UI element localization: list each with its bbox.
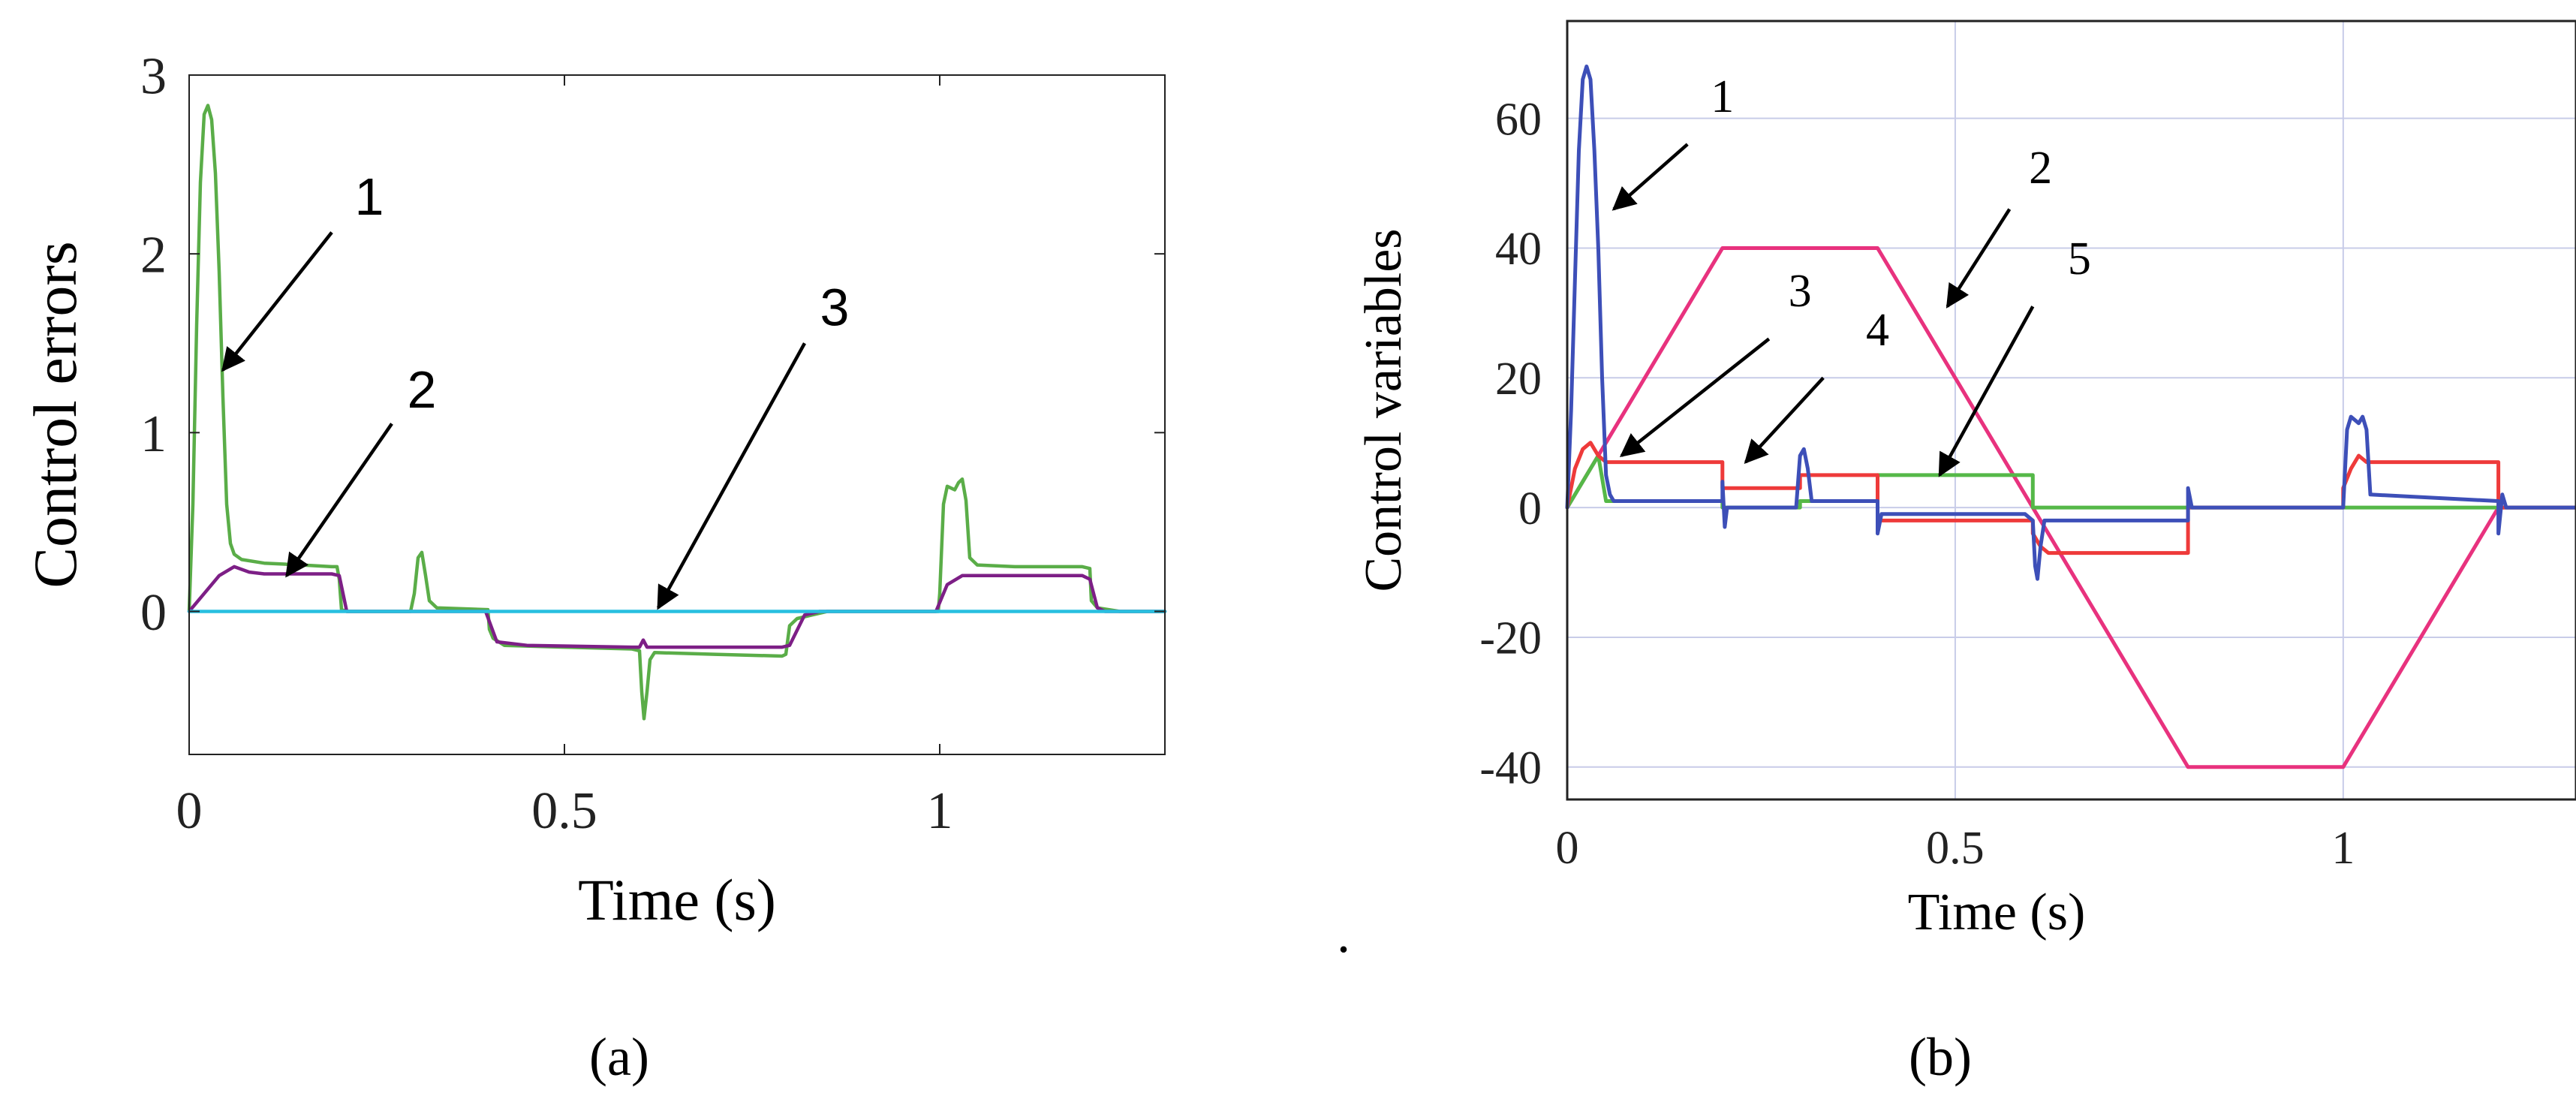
panel-b-series-line-4 [1565,65,2576,581]
panel-a-y-tick-label-2: 2 [140,227,167,285]
panel-a-annotation-label-1: 1 [355,167,384,226]
panel-b-y-axis-label: Control variables [1355,228,1413,592]
panel-a-annotation-arrow-3 [657,342,806,610]
panel-b-y-tick-label-5: 60 [1495,94,1542,145]
panel-b-series-line-2 [1565,453,2576,510]
panel-b-annotation-label-4: 4 [1866,305,1889,356]
panel-a-series-line-2 [187,565,1167,649]
panel-a-annotation-label-3: 3 [820,278,850,336]
panel-b-y-tick-label-4: 40 [1495,224,1542,275]
panel-b-y-tick-label-2: 0 [1518,483,1542,534]
panel-a-series-line-1 [187,104,1167,721]
panel-b-annotation-arrow-5 [1938,306,2035,477]
panel-b-annotation-arrow-4 [1744,376,1825,464]
panel-b-chart: 0 0.5 1 -40 -20 0 20 40 60 1 2 3 4 5 Time (s) Contro… [1355,20,2576,1087]
panel-a-y-tick-label-0: 0 [140,584,167,642]
panel-b-annotation-arrow-3 [1619,337,1771,457]
panel-b-series [1565,65,2576,769]
panel-a-y-axis-label: Control errors [21,241,89,588]
panel-a-annotation-arrow-2 [285,423,393,578]
panel-b-label: (b) [1909,1027,1972,1087]
panel-b-plot-frame [1566,20,2576,801]
panel-a-y-tick-label-1: 1 [140,405,167,463]
panel-a-plot-frame [188,74,1166,755]
panel-a-annotation-label-2: 2 [408,360,437,419]
panel-b-y-tick-label-0: -40 [1479,742,1542,793]
panel-b-annotation-arrow-1 [1612,143,1689,211]
panel-b-annotation-label-1: 1 [1711,71,1734,122]
panel-b-annotation-label-2: 2 [2029,143,2052,194]
panel-b-y-tick-label-1: -20 [1479,613,1542,664]
panel-b-x-tick-label-0: 0 [1556,823,1579,874]
separator-dot: . [1337,904,1350,964]
panel-b-y-tick-label-3: 20 [1495,354,1542,405]
panel-a-x-axis-label: Time (s) [578,867,776,932]
panel-a-chart: 0 0.5 1 0 1 2 3 1 2 3 Time (s) Control errors (a… [21,48,1167,1087]
panel-a-x-tick-label-0: 0 [176,782,203,840]
panel-b-x-tick-label-2: 1 [2331,823,2355,874]
panel-a-annotation-arrow-1 [221,231,333,372]
panel-a-series [187,104,1167,721]
panel-b-annotation-arrow-2 [1946,208,2012,309]
panel-a-y-tick-label-3: 3 [140,48,167,106]
panel-b-grid [1566,21,2576,799]
panel-b-annotation-label-3: 3 [1789,266,1812,317]
panel-b-annotation-label-5: 5 [2068,233,2091,285]
panel-a-label: (a) [589,1027,649,1087]
panel-b-x-tick-label-1: 0.5 [1926,823,1985,874]
panel-a-x-tick-label-2: 1 [927,782,953,840]
panel-a-x-tick-label-1: 0.5 [531,782,597,840]
panel-b-x-axis-label: Time (s) [1908,884,2086,941]
